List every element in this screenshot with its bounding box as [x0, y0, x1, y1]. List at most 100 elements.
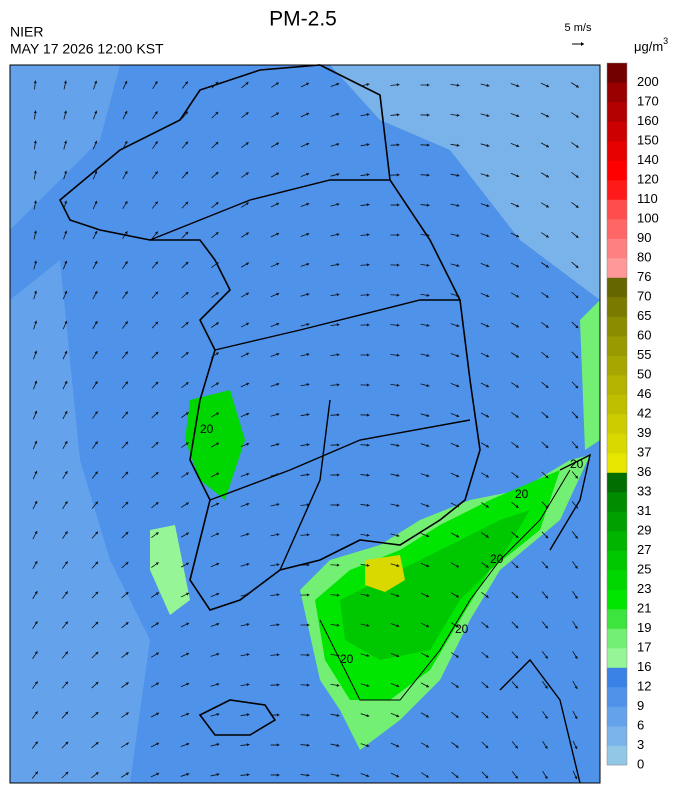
wind-arrowhead	[426, 263, 430, 267]
wind-arrowhead	[366, 83, 370, 87]
wind-arrowhead	[95, 712, 99, 715]
wind-arrowhead	[574, 746, 578, 750]
wind-arrowhead	[336, 82, 340, 86]
wind-arrowhead	[64, 471, 68, 475]
wind-arrowhead	[515, 535, 519, 538]
wind-arrowhead	[545, 415, 549, 418]
wind-arrowhead	[64, 140, 68, 144]
wind-arrowhead	[185, 412, 189, 416]
pm-region-low	[10, 65, 120, 230]
wind-arrowhead	[306, 353, 310, 357]
wind-arrowhead	[125, 712, 129, 716]
colorbar-bin	[607, 277, 627, 298]
wind-arrowhead	[34, 410, 38, 414]
wind-arrowhead	[215, 202, 219, 205]
colorbar-label: 100	[637, 210, 659, 225]
wind-arrowhead	[94, 411, 98, 415]
legend-unit: μg/m3	[634, 36, 668, 54]
wind-arrowhead	[545, 505, 549, 509]
wind-arrowhead	[515, 505, 519, 508]
wind-arrowhead	[545, 565, 548, 569]
wind-arrowhead	[306, 112, 310, 116]
colorbar-bin	[607, 297, 627, 317]
wind-arrowhead	[275, 142, 279, 146]
wind-arrowhead	[306, 563, 310, 567]
wind-arrowhead	[64, 170, 68, 174]
wind-arrowhead	[94, 471, 98, 475]
wind-arrowhead	[276, 623, 280, 627]
wind-arrowhead	[186, 682, 190, 686]
wind-arrowhead	[366, 503, 370, 507]
wind-arrowhead	[306, 232, 310, 236]
contour-label: 20	[515, 487, 529, 501]
wind-arrowhead	[574, 625, 578, 629]
wind-arrowhead	[396, 473, 400, 477]
wind-arrowhead	[95, 651, 99, 655]
wind-arrowhead	[544, 655, 548, 659]
colorbar-bin	[607, 726, 627, 746]
colorbar-label: 19	[637, 620, 651, 635]
wind-arrowhead	[516, 84, 520, 88]
wind-arrowhead	[306, 323, 310, 327]
wind-arrowhead	[276, 473, 280, 477]
colorbar-bin	[607, 648, 627, 668]
wind-arrowhead	[275, 112, 279, 116]
wind-arrowhead	[455, 714, 459, 718]
wind-arrowhead	[246, 713, 250, 717]
wind-arrowhead	[425, 714, 429, 718]
wind-arrowhead	[185, 261, 189, 265]
colorbar-bin	[607, 375, 627, 395]
wind-arrowhead	[245, 112, 249, 116]
wind-arrowhead	[215, 382, 219, 386]
wind-arrowhead	[246, 653, 250, 657]
wind-arrowhead	[306, 383, 310, 387]
wind-arrowhead	[154, 111, 158, 115]
colorbar-bin	[607, 82, 627, 103]
wind-arrowhead	[216, 773, 220, 777]
wind-arrowhead	[366, 744, 370, 748]
wind-arrowhead	[515, 294, 519, 298]
wind-arrowhead	[396, 714, 400, 718]
wind-arrowhead	[125, 622, 129, 626]
colorbar-label: 160	[637, 113, 659, 128]
colorbar-label: 60	[637, 327, 651, 342]
wind-arrowhead	[154, 81, 158, 85]
wind-arrowhead	[336, 683, 340, 687]
wind-arrowhead	[215, 442, 219, 446]
wind-arrowhead	[95, 531, 98, 535]
wind-arrowhead	[246, 562, 250, 566]
wind-arrowhead	[65, 771, 69, 775]
wind-arrowhead	[216, 562, 220, 566]
wind-arrowhead	[306, 503, 310, 507]
wind-arrowhead	[276, 773, 280, 777]
wind-arrowhead	[306, 82, 310, 86]
wind-arrowhead	[95, 621, 99, 625]
wind-field	[31, 80, 580, 780]
wind-arrowhead	[485, 564, 489, 568]
wind-arrowhead	[154, 141, 158, 145]
pm-region-37	[365, 555, 405, 592]
contour-label: 20	[455, 622, 469, 636]
wind-arrowhead	[154, 171, 158, 175]
wind-arrowhead	[185, 322, 189, 325]
wind-arrowhead	[426, 353, 430, 357]
wind-arrowhead	[65, 651, 68, 655]
wind-arrowhead	[246, 743, 250, 747]
wind-arrowhead	[456, 233, 460, 237]
wind-arrowhead	[426, 143, 430, 147]
pm-region-low	[330, 65, 600, 300]
wind-arrowhead	[185, 532, 189, 536]
wind-arrowhead	[124, 321, 128, 325]
wind-arrowhead	[215, 141, 219, 145]
wind-arrowhead	[545, 625, 548, 629]
wind-arrowhead	[246, 382, 250, 386]
wind-arrowhead	[64, 290, 68, 294]
wind-arrowhead	[185, 171, 189, 175]
wind-arrowhead	[246, 683, 250, 687]
wind-arrowhead	[64, 501, 68, 505]
wind-arrowhead	[64, 591, 68, 595]
wind-arrowhead	[485, 685, 489, 688]
wind-arrowhead	[426, 203, 430, 207]
wind-arrowhead	[306, 533, 310, 537]
wind-arrowhead	[336, 503, 340, 507]
